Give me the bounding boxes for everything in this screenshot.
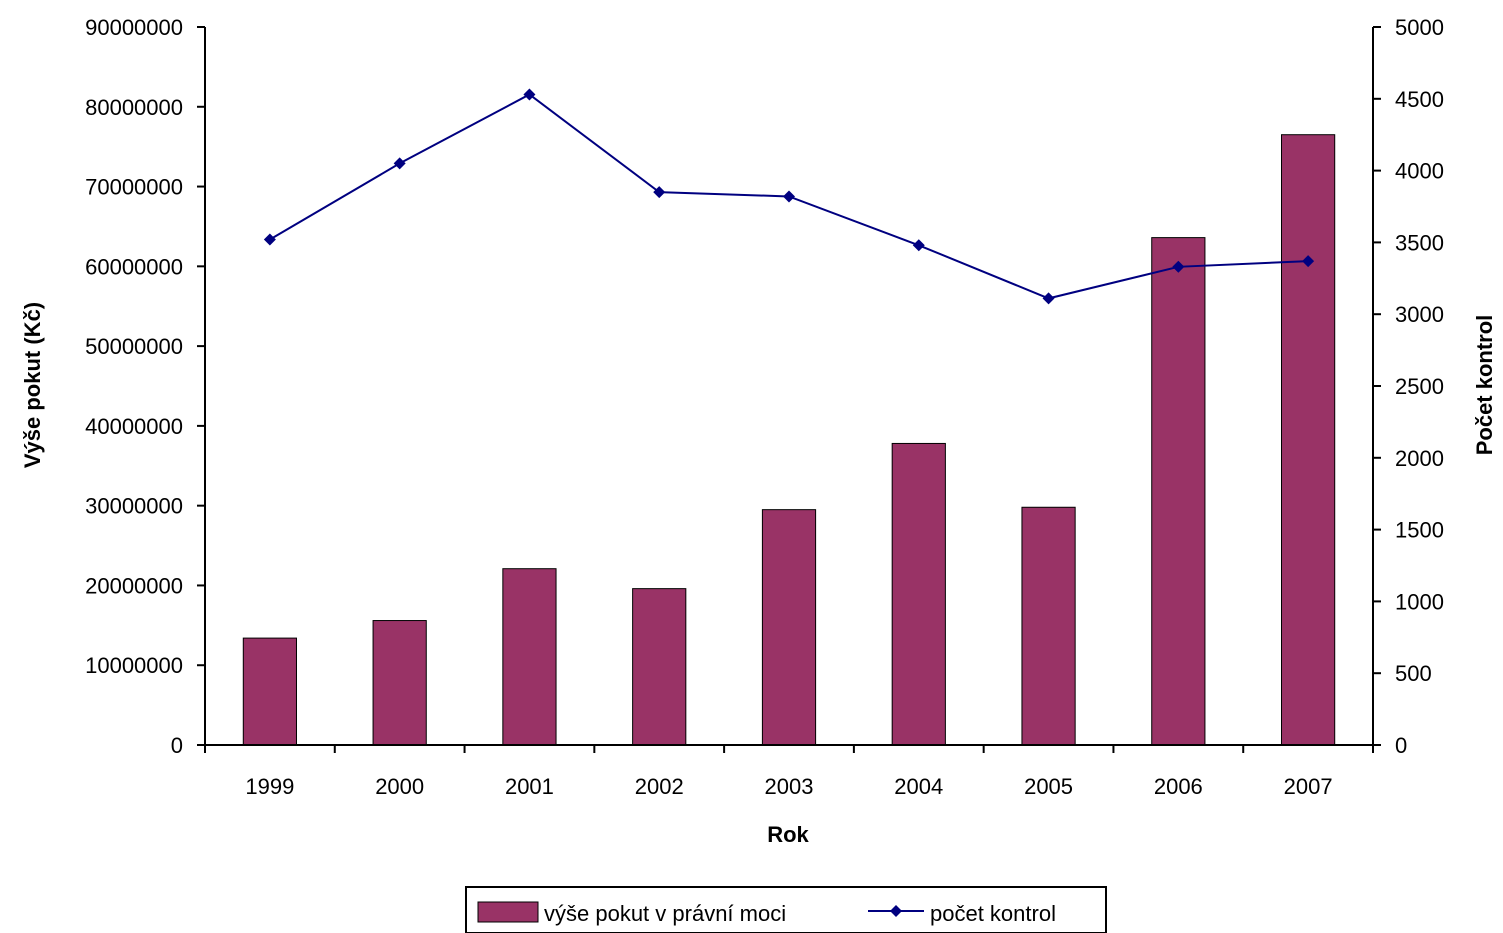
legend-line-marker (890, 905, 902, 917)
left-tick-label: 60000000 (85, 254, 183, 279)
left-tick-label: 80000000 (85, 95, 183, 120)
bar-2003 (761, 509, 817, 746)
line-point-2001 (523, 88, 536, 101)
right-tick-label: 2500 (1395, 374, 1444, 399)
left-tick-label: 0 (171, 733, 183, 758)
line-point-2000 (393, 157, 406, 170)
x-tick-label: 2002 (635, 774, 684, 799)
right-tick-label: 5000 (1395, 15, 1444, 40)
right-tick-label: 3500 (1395, 230, 1444, 255)
x-tick-label: 2006 (1154, 774, 1203, 799)
bar-2000 (372, 620, 427, 746)
right-tick-label: 3000 (1395, 302, 1444, 327)
line-point-2004 (912, 239, 925, 252)
line-point-2005 (1042, 292, 1055, 305)
bar-2004 (891, 442, 946, 746)
line-point-2007 (1302, 255, 1315, 268)
x-tick-label: 2004 (894, 774, 943, 799)
bar-2002 (632, 588, 687, 746)
right-axis-title: Počet kontrol (1472, 315, 1497, 456)
legend-line-label: počet kontrol (930, 901, 1056, 926)
right-tick-label: 2000 (1395, 446, 1444, 471)
right-tick-label: 1000 (1395, 589, 1444, 614)
legend-box (465, 886, 1107, 933)
legend-bar-label: výše pokut v právní moci (544, 901, 786, 926)
left-axis-ticks: 0 10000000 20000000 30000000 40000000 5000000… (85, 15, 205, 758)
line-series (263, 88, 1315, 305)
left-tick-label: 20000000 (85, 573, 183, 598)
bar-2005 (1021, 506, 1076, 746)
left-tick-label: 70000000 (85, 175, 183, 200)
legend: výše pokut v právní moci počet kontrol (465, 886, 1107, 933)
line-point-2003 (783, 190, 795, 203)
right-tick-label: 1500 (1395, 518, 1444, 543)
line-point-2006 (1172, 260, 1185, 273)
left-tick-label: 10000000 (85, 653, 183, 678)
left-tick-label: 50000000 (85, 334, 183, 359)
x-axis-ticks: 1999 2000 2001 2002 2003 2004 2005 2006 2007 (204, 745, 1374, 799)
right-tick-label: 4500 (1395, 87, 1444, 112)
bar-2001 (502, 568, 557, 746)
x-tick-label: 1999 (245, 774, 294, 799)
line-point-2002 (653, 186, 666, 199)
legend-bar-swatch (477, 901, 539, 923)
right-tick-label: 4000 (1395, 159, 1444, 184)
x-tick-label: 2000 (375, 774, 424, 799)
right-tick-label: 0 (1395, 733, 1407, 758)
x-tick-label: 2001 (505, 774, 554, 799)
bar-series (242, 134, 1336, 746)
left-axis-title: Výše pokut (Kč) (20, 302, 45, 468)
right-tick-label: 500 (1395, 661, 1432, 686)
left-tick-label: 90000000 (85, 15, 183, 40)
bar-1999 (242, 637, 297, 746)
left-tick-label: 30000000 (85, 494, 183, 519)
right-axis-ticks: 0 500 1000 1500 2000 2500 3000 3500 4000 4500 5000 (1373, 15, 1444, 758)
x-axis-title: Rok (767, 822, 809, 847)
left-tick-label: 40000000 (85, 414, 183, 439)
x-tick-label: 2003 (765, 774, 814, 799)
bar-2006 (1151, 237, 1206, 746)
x-tick-label: 2005 (1024, 774, 1073, 799)
x-tick-label: 2007 (1284, 774, 1333, 799)
bar-2007 (1281, 134, 1336, 746)
line-point-1999 (263, 233, 276, 246)
